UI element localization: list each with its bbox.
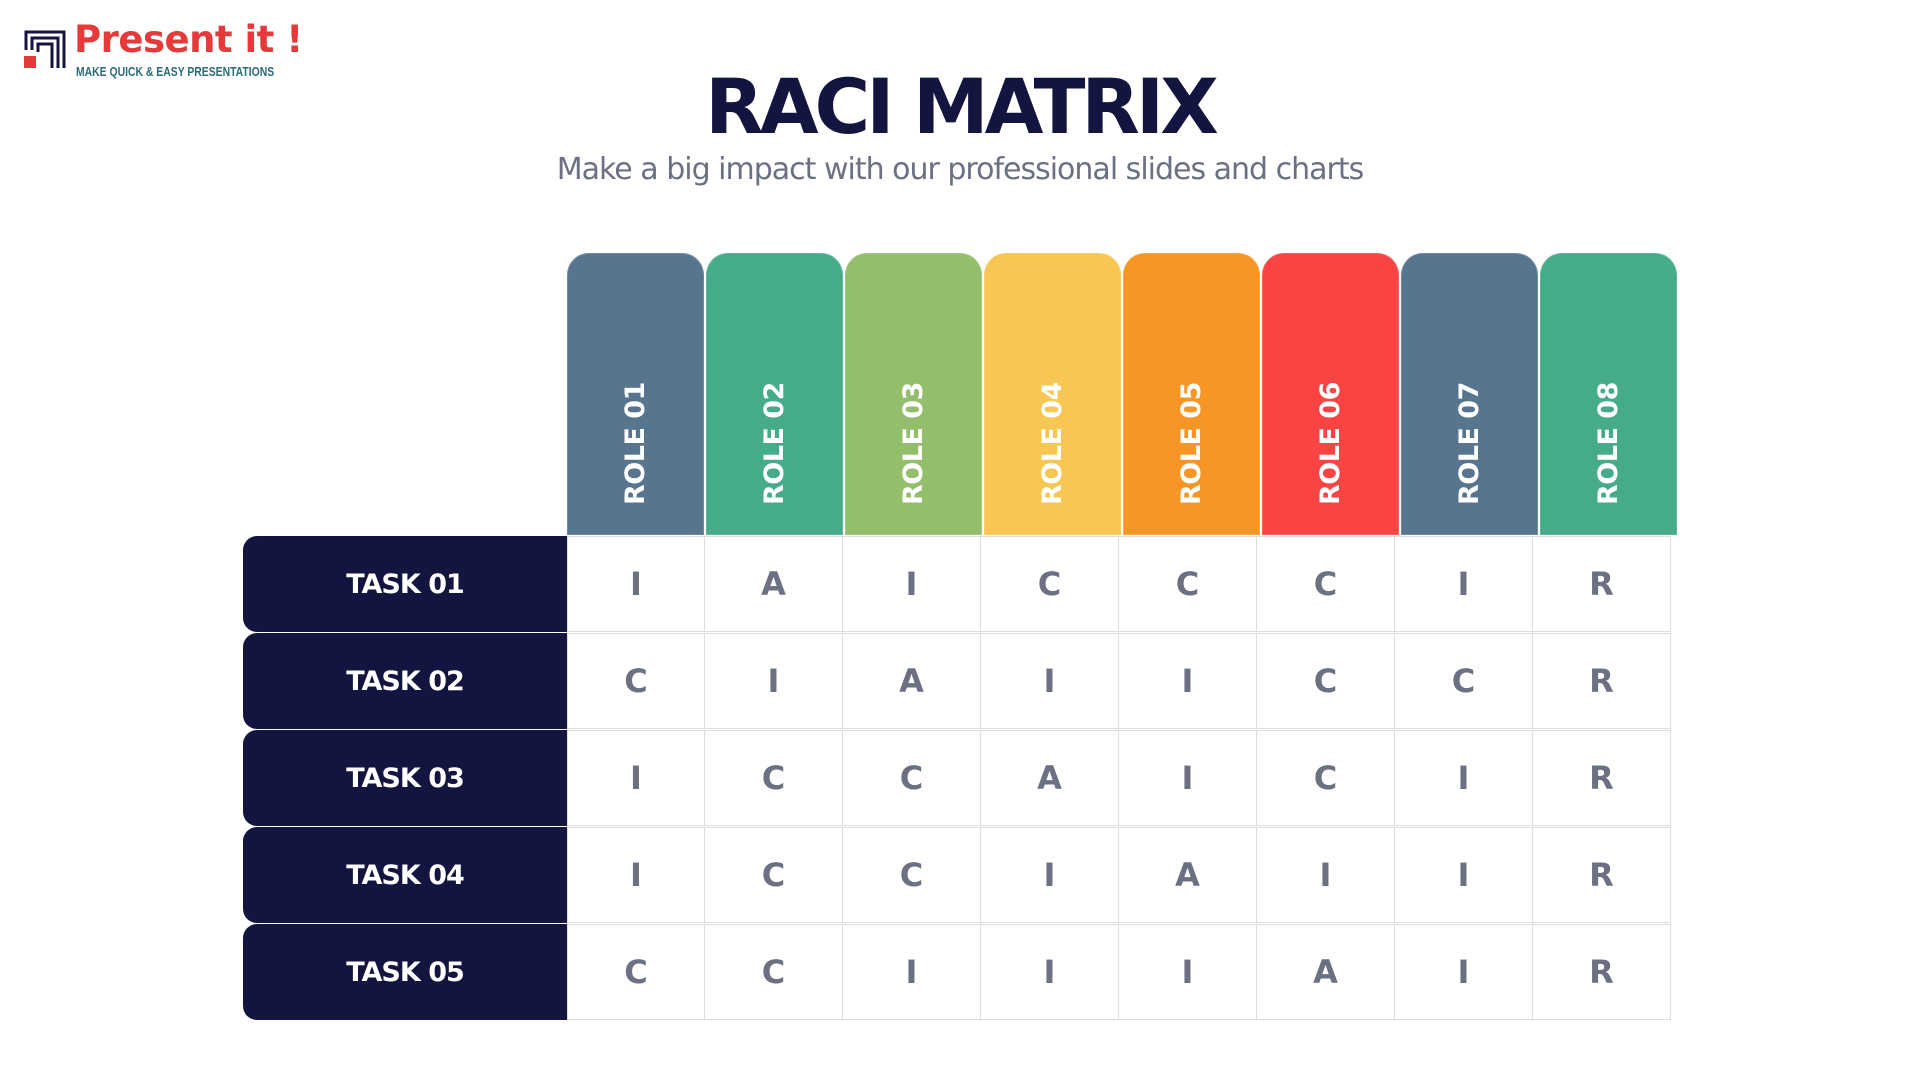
raci-cell: R xyxy=(1533,731,1671,826)
task-row: TASK 05 C C I I I A I R xyxy=(243,924,1674,1020)
raci-matrix-body: TASK 01 I A I C C C I R TASK 02 C I A I I C C R TASK 03 I C C… xyxy=(243,536,1674,1021)
task-row: TASK 03 I C C A I C I R xyxy=(243,730,1674,826)
raci-cell: C xyxy=(843,828,981,923)
logo-tagline: MAKE QUICK & EASY PRESENTATIONS xyxy=(76,64,275,79)
role-label: ROLE 05 xyxy=(1175,382,1207,505)
raci-cell: A xyxy=(981,731,1119,826)
role-header: ROLE 04 xyxy=(984,253,1121,535)
role-header: ROLE 05 xyxy=(1123,253,1260,535)
raci-cell: I xyxy=(567,731,705,826)
task-row: TASK 01 I A I C C C I R xyxy=(243,536,1674,632)
raci-cell: I xyxy=(1257,828,1395,923)
role-header: ROLE 01 xyxy=(567,253,704,535)
raci-cell: C xyxy=(705,925,843,1020)
raci-cell: A xyxy=(1257,925,1395,1020)
raci-cell: I xyxy=(843,925,981,1020)
role-label: ROLE 04 xyxy=(1036,382,1068,505)
raci-cell: C xyxy=(567,925,705,1020)
role-label: ROLE 08 xyxy=(1592,382,1624,505)
raci-cell: I xyxy=(567,537,705,632)
role-header: ROLE 07 xyxy=(1401,253,1538,535)
raci-cell: C xyxy=(705,731,843,826)
raci-cell: C xyxy=(1257,731,1395,826)
raci-cell: C xyxy=(1257,634,1395,729)
logo-name: Present it ! xyxy=(74,18,303,61)
role-header: ROLE 08 xyxy=(1540,253,1677,535)
raci-cell: R xyxy=(1533,537,1671,632)
role-label: ROLE 07 xyxy=(1453,382,1485,505)
page-title: RACI MATRIX xyxy=(705,62,1219,151)
role-header: ROLE 03 xyxy=(845,253,982,535)
task-label: TASK 02 xyxy=(243,633,567,729)
raci-cell: C xyxy=(705,828,843,923)
raci-cell: R xyxy=(1533,925,1671,1020)
raci-cell: I xyxy=(1119,925,1257,1020)
raci-cell: C xyxy=(843,731,981,826)
raci-cell: I xyxy=(981,634,1119,729)
raci-cell: I xyxy=(1395,731,1533,826)
task-row: TASK 02 C I A I I C C R xyxy=(243,633,1674,729)
raci-cell: R xyxy=(1533,634,1671,729)
raci-cell: I xyxy=(981,828,1119,923)
raci-cell: I xyxy=(705,634,843,729)
raci-cell: I xyxy=(1119,731,1257,826)
task-label: TASK 05 xyxy=(243,924,567,1020)
raci-cell: A xyxy=(1119,828,1257,923)
raci-cell: I xyxy=(843,537,981,632)
task-label: TASK 04 xyxy=(243,827,567,923)
raci-cell: A xyxy=(843,634,981,729)
raci-cell: C xyxy=(1395,634,1533,729)
role-header: ROLE 02 xyxy=(706,253,843,535)
role-header-row: ROLE 01 ROLE 02 ROLE 03 ROLE 04 ROLE 05 ROLE … xyxy=(567,253,1679,535)
raci-cell: I xyxy=(981,925,1119,1020)
raci-cell: C xyxy=(981,537,1119,632)
raci-cell: I xyxy=(567,828,705,923)
task-row: TASK 04 I C C I A I I R xyxy=(243,827,1674,923)
raci-cell: R xyxy=(1533,828,1671,923)
role-label: ROLE 06 xyxy=(1314,382,1346,505)
logo-mark-icon xyxy=(24,30,66,68)
raci-cell: I xyxy=(1395,828,1533,923)
raci-cell: I xyxy=(1395,537,1533,632)
task-label: TASK 01 xyxy=(243,536,567,632)
role-header: ROLE 06 xyxy=(1262,253,1399,535)
raci-cell: C xyxy=(1257,537,1395,632)
raci-cell: C xyxy=(1119,537,1257,632)
raci-cell: A xyxy=(705,537,843,632)
role-label: ROLE 03 xyxy=(897,382,929,505)
raci-cell: I xyxy=(1119,634,1257,729)
page-subtitle: Make a big impact with our professional … xyxy=(556,152,1365,187)
task-label: TASK 03 xyxy=(243,730,567,826)
role-label: ROLE 01 xyxy=(619,382,651,505)
role-label: ROLE 02 xyxy=(758,382,790,505)
raci-cell: I xyxy=(1395,925,1533,1020)
raci-cell: C xyxy=(567,634,705,729)
logo: Present it ! MAKE QUICK & EASY PRESENTAT… xyxy=(24,18,324,82)
